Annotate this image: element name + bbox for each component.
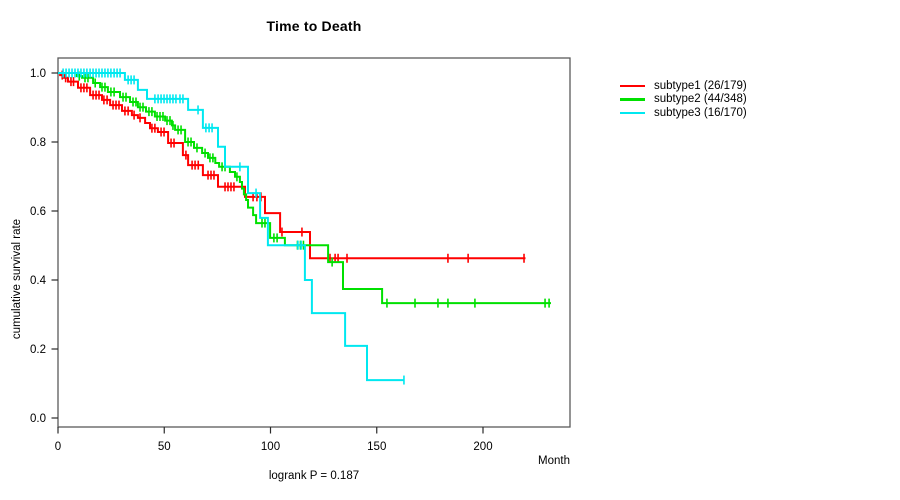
y-tick-label: 0.6 <box>30 206 46 218</box>
plot-box <box>57 57 571 428</box>
x-tick-label: 0 <box>55 441 61 453</box>
legend-label: subtype1 (26/179) <box>654 79 747 92</box>
survival-curve-subtype3 <box>58 72 405 382</box>
legend-line-swatch <box>620 111 645 115</box>
legend-label: subtype3 (16/170) <box>654 106 747 119</box>
x-tick-label: 100 <box>261 441 280 453</box>
legend-label: subtype2 (44/348) <box>654 93 747 106</box>
y-tick-label: 0.0 <box>30 413 46 425</box>
logrank-annotation: logrank P = 0.187 <box>268 470 360 482</box>
y-tick-label: 1.0 <box>30 68 46 80</box>
legend-item-subtype3: subtype3 (16/170) <box>620 106 747 120</box>
legend-line-swatch <box>620 84 645 88</box>
y-axis-label: cumulative survival rate <box>11 218 23 340</box>
x-axis-label: Month <box>538 455 570 467</box>
y-tick-label: 0.4 <box>30 275 47 287</box>
chart-title: Time to Death <box>266 18 362 34</box>
survival-curve-subtype2 <box>58 72 551 305</box>
legend-line-swatch <box>620 98 645 101</box>
y-tick-label: 0.8 <box>30 137 46 149</box>
survival-curve-subtype1 <box>58 72 526 260</box>
legend-item-subtype2: subtype2 (44/348) <box>620 93 747 107</box>
legend-item-subtype1: subtype1 (26/179) <box>620 79 747 93</box>
legend: subtype1 (26/179) subtype2 (44/348) subtyp… <box>620 79 747 120</box>
x-tick-label: 50 <box>158 441 171 453</box>
y-tick-label: 0.2 <box>30 344 46 356</box>
x-tick-label: 150 <box>367 441 386 453</box>
x-tick-label: 200 <box>473 441 492 453</box>
